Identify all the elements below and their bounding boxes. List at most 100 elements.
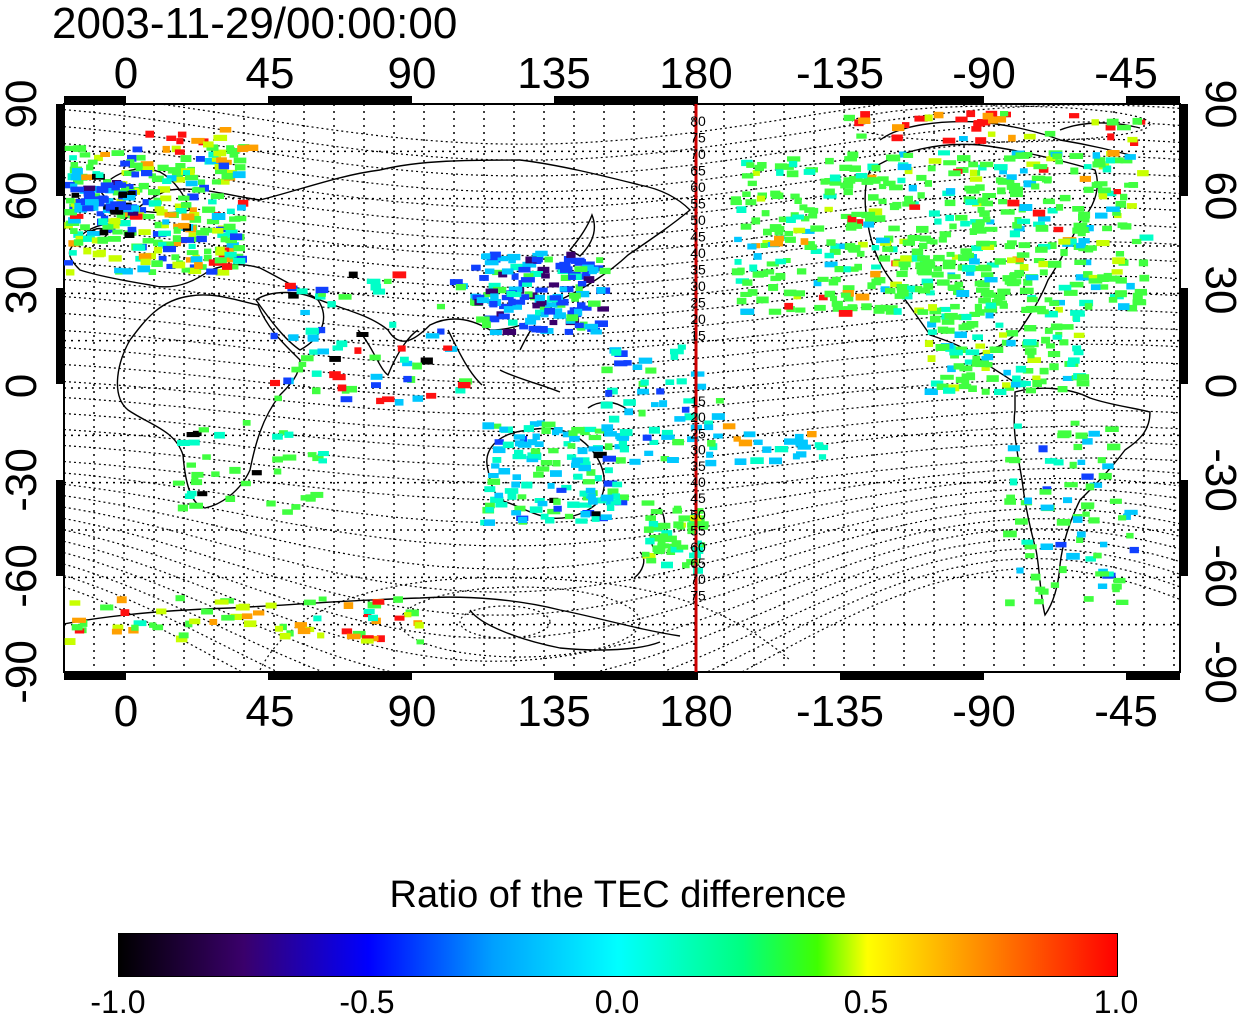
- tec-cell: [904, 195, 913, 202]
- tec-cell: [571, 296, 579, 302]
- tec-cell: [961, 322, 975, 329]
- tec-cell: [1105, 157, 1115, 164]
- tec-cell: [661, 429, 673, 435]
- tec-cell: [1015, 365, 1027, 373]
- tec-cell: [645, 537, 655, 545]
- contour-line: [64, 343, 1180, 384]
- tec-cell: [607, 387, 618, 395]
- tec-cell: [930, 380, 944, 387]
- tec-cell: [757, 270, 769, 277]
- tec-cell: [553, 427, 563, 434]
- tec-cell: [74, 628, 85, 634]
- tec-cell: [965, 269, 975, 276]
- tec-cell: [529, 421, 539, 427]
- tec-cell: [1138, 259, 1149, 267]
- tec-cell: [70, 183, 78, 190]
- tec-cell: [588, 434, 602, 441]
- tec-cell: [888, 225, 900, 232]
- tec-cell: [1007, 257, 1016, 264]
- tec-cell: [604, 467, 613, 474]
- tec-cell: [978, 164, 987, 171]
- tec-cell: [697, 521, 709, 528]
- tec-cell: [823, 193, 837, 199]
- tec-cell: [1088, 430, 1100, 437]
- tec-cell: [829, 248, 841, 255]
- tec-cell: [484, 260, 499, 266]
- tec-ratio-cells: [64, 110, 1154, 645]
- tec-cell: [1083, 596, 1094, 602]
- tec-cell: [670, 348, 684, 355]
- tec-cell: [488, 282, 501, 290]
- tec-cell: [957, 155, 971, 162]
- tec-cell: [984, 226, 998, 232]
- tec-cell: [226, 208, 235, 214]
- tec-cell: [971, 126, 982, 132]
- tec-cell: [783, 289, 797, 297]
- tec-cell: [177, 504, 188, 512]
- tec-cell: [761, 210, 770, 217]
- tec-cell: [156, 209, 168, 216]
- tec-cell: [843, 188, 853, 196]
- tec-cell: [376, 635, 385, 643]
- tec-cell: [216, 157, 227, 164]
- contour-label: 55: [690, 523, 706, 539]
- tec-cell: [949, 223, 957, 230]
- tec-cell: [1024, 497, 1032, 505]
- tec-cell: [363, 608, 375, 614]
- tec-cell: [540, 513, 549, 520]
- tec-cell: [586, 469, 596, 476]
- tec-cell: [1132, 117, 1143, 125]
- tec-cell: [927, 165, 936, 172]
- tec-cell: [583, 276, 595, 283]
- tec-cell: [1025, 553, 1035, 559]
- tec-cell: [1007, 445, 1020, 452]
- tec-cell: [166, 135, 177, 141]
- contour-line: [64, 292, 1180, 336]
- tec-cell: [915, 262, 924, 270]
- tec-cell: [533, 471, 544, 478]
- tec-cell: [481, 253, 491, 260]
- left-tick-label: 60: [0, 172, 46, 221]
- tec-cell: [1126, 532, 1134, 539]
- tec-cell: [64, 260, 73, 266]
- tec-cell: [615, 494, 629, 501]
- tec-cell: [1090, 284, 1101, 291]
- tec-cell: [593, 497, 607, 504]
- tec-cell: [757, 192, 767, 199]
- tec-cell: [942, 259, 956, 266]
- tec-cell: [222, 263, 233, 270]
- tec-cell: [91, 237, 101, 244]
- tec-cell: [486, 256, 501, 263]
- tec-cell: [211, 179, 221, 185]
- contour-line: [64, 224, 1180, 272]
- coastlines: [64, 120, 1151, 651]
- tec-cell: [950, 303, 960, 310]
- tec-cell: [229, 216, 241, 222]
- tec-cell: [329, 356, 341, 362]
- tec-cell: [1107, 133, 1115, 141]
- tec-cell: [199, 264, 207, 270]
- tec-cell: [994, 300, 1003, 306]
- tec-cell: [402, 360, 413, 367]
- tec-cell: [490, 496, 504, 503]
- tec-cell: [982, 193, 996, 198]
- tec-cell: [873, 215, 886, 222]
- tec-cell: [1109, 498, 1122, 504]
- tec-cell: [457, 382, 471, 389]
- tec-cell: [191, 471, 204, 478]
- tec-cell: [521, 481, 533, 489]
- tec-cell: [171, 254, 180, 261]
- tec-cell: [936, 383, 949, 390]
- tec-cell: [786, 216, 796, 223]
- tec-cell: [1024, 543, 1032, 549]
- tec-cell: [501, 268, 514, 275]
- tec-cell: [1021, 306, 1033, 313]
- tec-cell: [648, 426, 660, 434]
- tec-cell: [229, 152, 239, 158]
- tec-cell: [960, 248, 972, 254]
- tec-cell: [1132, 292, 1143, 300]
- tec-cell: [582, 261, 595, 268]
- tec-cell: [541, 273, 550, 279]
- tec-cell: [509, 304, 522, 310]
- tec-cell: [981, 388, 990, 395]
